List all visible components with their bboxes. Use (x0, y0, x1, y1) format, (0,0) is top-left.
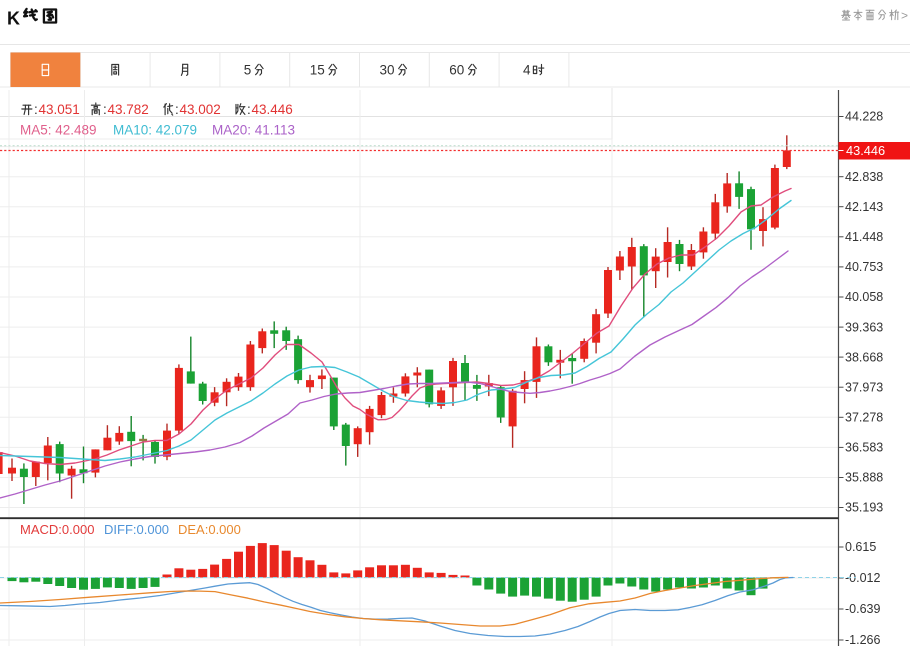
svg-text:37.278: 37.278 (845, 411, 883, 425)
svg-text:41.448: 41.448 (845, 230, 883, 244)
svg-text:43.051: 43.051 (39, 102, 80, 117)
svg-text:43.446: 43.446 (252, 102, 293, 117)
svg-text:42.143: 42.143 (845, 200, 883, 214)
svg-text:39.363: 39.363 (845, 320, 883, 334)
svg-text:36.583: 36.583 (845, 441, 883, 455)
svg-text:-0.639: -0.639 (845, 602, 880, 616)
svg-text:15: 15 (310, 63, 325, 78)
svg-text:DIFF:0.000: DIFF:0.000 (104, 522, 169, 537)
svg-text:30: 30 (380, 63, 395, 78)
svg-text:40.058: 40.058 (845, 290, 883, 304)
svg-text:MACD:0.000: MACD:0.000 (20, 522, 94, 537)
svg-text:-0.012: -0.012 (845, 571, 880, 585)
svg-text:-1.266: -1.266 (845, 633, 880, 646)
svg-text:42.838: 42.838 (845, 170, 883, 184)
svg-text:0.615: 0.615 (845, 540, 876, 554)
svg-text:MA10: 42.079: MA10: 42.079 (113, 123, 197, 138)
svg-text::: : (103, 102, 107, 117)
svg-text:38.668: 38.668 (845, 350, 883, 364)
svg-text:5: 5 (244, 63, 252, 78)
svg-text::: : (247, 102, 251, 117)
svg-text:43.782: 43.782 (108, 102, 149, 117)
svg-text:44.228: 44.228 (845, 110, 883, 124)
svg-text:MA5: 42.489: MA5: 42.489 (20, 123, 97, 138)
svg-text:MA20: 41.113: MA20: 41.113 (212, 123, 295, 138)
svg-text:4: 4 (523, 63, 531, 78)
svg-text:37.973: 37.973 (845, 380, 883, 394)
svg-text::: : (175, 102, 179, 117)
svg-text:43.002: 43.002 (180, 102, 221, 117)
svg-text:K: K (7, 9, 20, 29)
svg-text:60: 60 (449, 63, 464, 78)
svg-text:DEA:0.000: DEA:0.000 (178, 522, 241, 537)
svg-text:35.193: 35.193 (845, 501, 883, 515)
svg-text:>: > (901, 9, 908, 23)
svg-text:40.753: 40.753 (845, 260, 883, 274)
svg-text::: : (34, 102, 38, 117)
svg-text:35.888: 35.888 (845, 471, 883, 485)
svg-text:43.446: 43.446 (846, 143, 885, 158)
